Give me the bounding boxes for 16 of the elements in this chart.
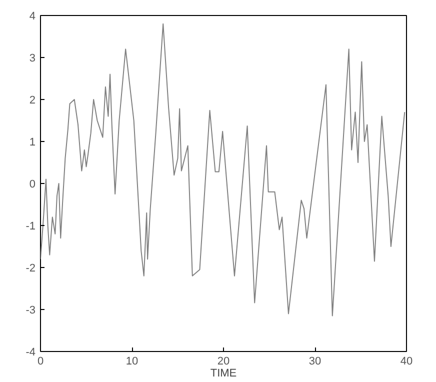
x-tick-label: 0 (37, 356, 44, 368)
y-tick-label: -1 (26, 220, 36, 232)
y-tick-label: -2 (26, 262, 36, 274)
y-tick-label: 0 (29, 178, 36, 190)
x-axis-title: TIME (210, 368, 237, 380)
y-tick-label: 1 (29, 136, 36, 148)
y-tick-label: 2 (29, 94, 36, 106)
y-tick-label: 3 (29, 52, 36, 64)
line-series (40, 23, 406, 316)
x-tick-label: 30 (308, 356, 322, 368)
y-tick-label: 4 (29, 10, 36, 22)
x-tick-label: 40 (400, 356, 413, 368)
x-tick-label: 20 (217, 356, 230, 368)
x-tick-label: 10 (126, 356, 138, 368)
y-tick-label: -3 (26, 304, 36, 316)
y-tick-label: -4 (26, 346, 36, 358)
